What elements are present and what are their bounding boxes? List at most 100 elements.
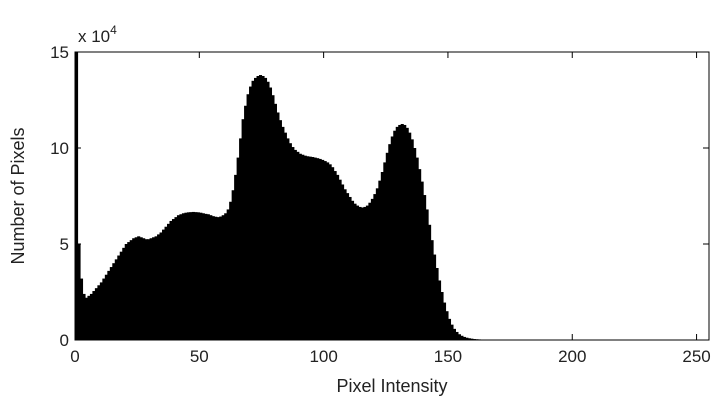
histogram-bar [191,211,195,340]
histogram-bar [144,239,148,340]
histogram-bar [303,155,307,340]
histogram-bar [196,212,200,340]
histogram-bar [206,214,210,340]
histogram-bar [273,103,277,340]
histogram-bar [239,138,243,340]
histogram-bar [127,242,131,340]
histogram-bar [333,171,337,340]
x-tick-label: 150 [434,347,462,366]
histogram-bar [77,244,81,340]
histogram-bar [428,224,432,340]
histogram-bar [104,274,108,340]
histogram-bar [358,206,362,340]
histogram-bar [219,216,223,340]
histogram-bar [162,229,166,340]
histogram-bar [174,217,178,340]
histogram-bar [216,217,220,340]
histogram-bar [102,278,106,340]
histogram-bar [313,157,317,340]
histogram-bar [293,149,297,340]
histogram-bar [373,194,377,340]
histogram-bar [346,193,350,340]
histogram-bar [214,216,218,340]
histogram-bar [268,87,273,341]
histogram-bar [450,324,454,340]
histogram-bar [390,136,394,340]
histogram-bar [296,151,300,340]
histogram-bar [306,156,310,340]
histogram-bar [114,259,118,340]
histogram-bar [403,124,407,341]
histogram-bar [336,174,340,340]
histogram-bar [271,95,275,340]
histogram-bar [423,195,427,340]
histogram-bar [278,120,282,340]
histogram-bar [142,238,146,340]
histogram-bar [281,126,285,340]
y-tick-label: 15 [50,43,69,62]
histogram-bar [435,268,439,340]
histogram-bar [283,132,287,340]
histogram-bar [440,292,444,340]
x-tick-label: 0 [70,347,79,366]
histogram-bar [117,255,121,340]
histogram-bar [159,232,163,340]
histogram-bar [388,144,392,340]
histogram-bar [321,159,325,340]
histogram-bar [119,251,123,340]
x-tick-label: 50 [190,347,209,366]
histogram-bar [147,239,151,340]
histogram-bar [199,212,203,340]
histogram-bar [370,198,374,340]
histogram-bar [184,212,188,340]
histogram-bar [316,158,320,340]
histogram-bar [221,215,225,340]
histogram-bar [244,105,248,340]
histogram-bar [112,263,116,340]
histogram-bar [288,143,292,340]
histogram-bar [378,180,382,340]
histogram-bar [341,184,345,340]
histogram-bar [353,203,357,340]
histogram-bar [447,318,452,340]
histogram-bar [452,328,456,340]
axes-box [74,51,710,341]
histogram-bar [186,212,190,340]
histogram-bar [251,80,255,341]
histogram-bar [291,147,295,340]
x-tick-label: 100 [309,347,337,366]
histogram-bar [137,236,141,340]
histogram-bar [286,138,290,340]
histogram-bar [425,209,429,340]
x-tick-label: 250 [682,347,710,366]
histogram-bar [229,201,233,340]
histogram-bar [166,223,171,340]
histogram-bar [92,291,96,340]
histogram-bar [189,212,193,340]
histogram-bar [331,167,335,340]
histogram-bar [462,336,466,340]
histogram-bar [413,148,417,340]
histogram-bar [129,240,133,340]
histogram-bar [139,237,143,340]
histogram-bar [398,124,402,341]
histogram-bar [152,237,156,340]
histogram-bar [94,288,98,340]
histogram-bar [82,293,86,340]
histogram-bar [308,156,312,340]
histogram-bar [395,126,399,340]
histogram-bar [201,213,205,340]
histogram-bar [79,278,84,340]
histogram-bar [365,205,369,340]
histogram-bar [164,226,168,340]
histogram-bar [375,188,379,340]
y-axis-multiplier-base: x 10 [78,27,110,46]
histogram-bar [176,215,181,340]
histogram-bar [109,267,113,340]
histogram-bar [326,162,330,340]
histogram-bar [415,157,419,340]
histogram-bar [460,335,464,340]
histogram-bar [410,139,414,340]
histogram-bar [276,112,280,340]
